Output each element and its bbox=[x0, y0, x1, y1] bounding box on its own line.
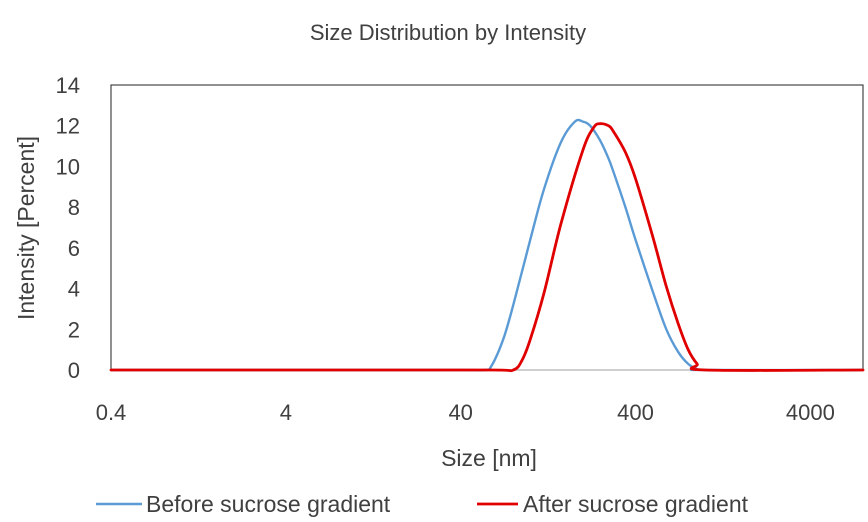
chart-title: Size Distribution by Intensity bbox=[310, 20, 586, 45]
y-tick-label: 8 bbox=[68, 195, 80, 220]
series-line-after-sucrose-gradient bbox=[109, 122, 865, 373]
y-axis-ticks: 0 2 4 6 8 10 12 14 bbox=[56, 73, 80, 383]
y-tick-label: 0 bbox=[68, 358, 80, 383]
y-tick-label: 10 bbox=[56, 154, 80, 179]
y-tick-label: 14 bbox=[56, 73, 80, 98]
legend-label: After sucrose gradient bbox=[523, 491, 749, 517]
legend-item: After sucrose gradient bbox=[477, 491, 749, 517]
legend-item: Before sucrose gradient bbox=[96, 491, 391, 517]
x-axis-title: Size [nm] bbox=[441, 445, 537, 471]
series-layer bbox=[109, 118, 865, 373]
y-tick-label: 12 bbox=[56, 114, 80, 139]
x-tick-label: 4000 bbox=[786, 400, 835, 425]
y-tick-label: 4 bbox=[68, 277, 80, 302]
plot-area-frame bbox=[110, 84, 864, 371]
x-tick-label: 4 bbox=[280, 400, 292, 425]
series-line-before-sucrose-gradient bbox=[109, 118, 865, 372]
y-tick-label: 2 bbox=[68, 317, 80, 342]
y-axis-title: Intensity [Percent] bbox=[13, 136, 39, 320]
y-tick-label: 6 bbox=[68, 236, 80, 261]
x-tick-label: 400 bbox=[617, 400, 654, 425]
x-tick-label: 40 bbox=[448, 400, 472, 425]
x-tick-label: 0.4 bbox=[96, 400, 127, 425]
legend-label: Before sucrose gradient bbox=[146, 491, 391, 517]
legend: Before sucrose gradient After sucrose gra… bbox=[96, 491, 749, 517]
x-axis-ticks: 0.4 4 40 400 4000 bbox=[96, 400, 835, 425]
